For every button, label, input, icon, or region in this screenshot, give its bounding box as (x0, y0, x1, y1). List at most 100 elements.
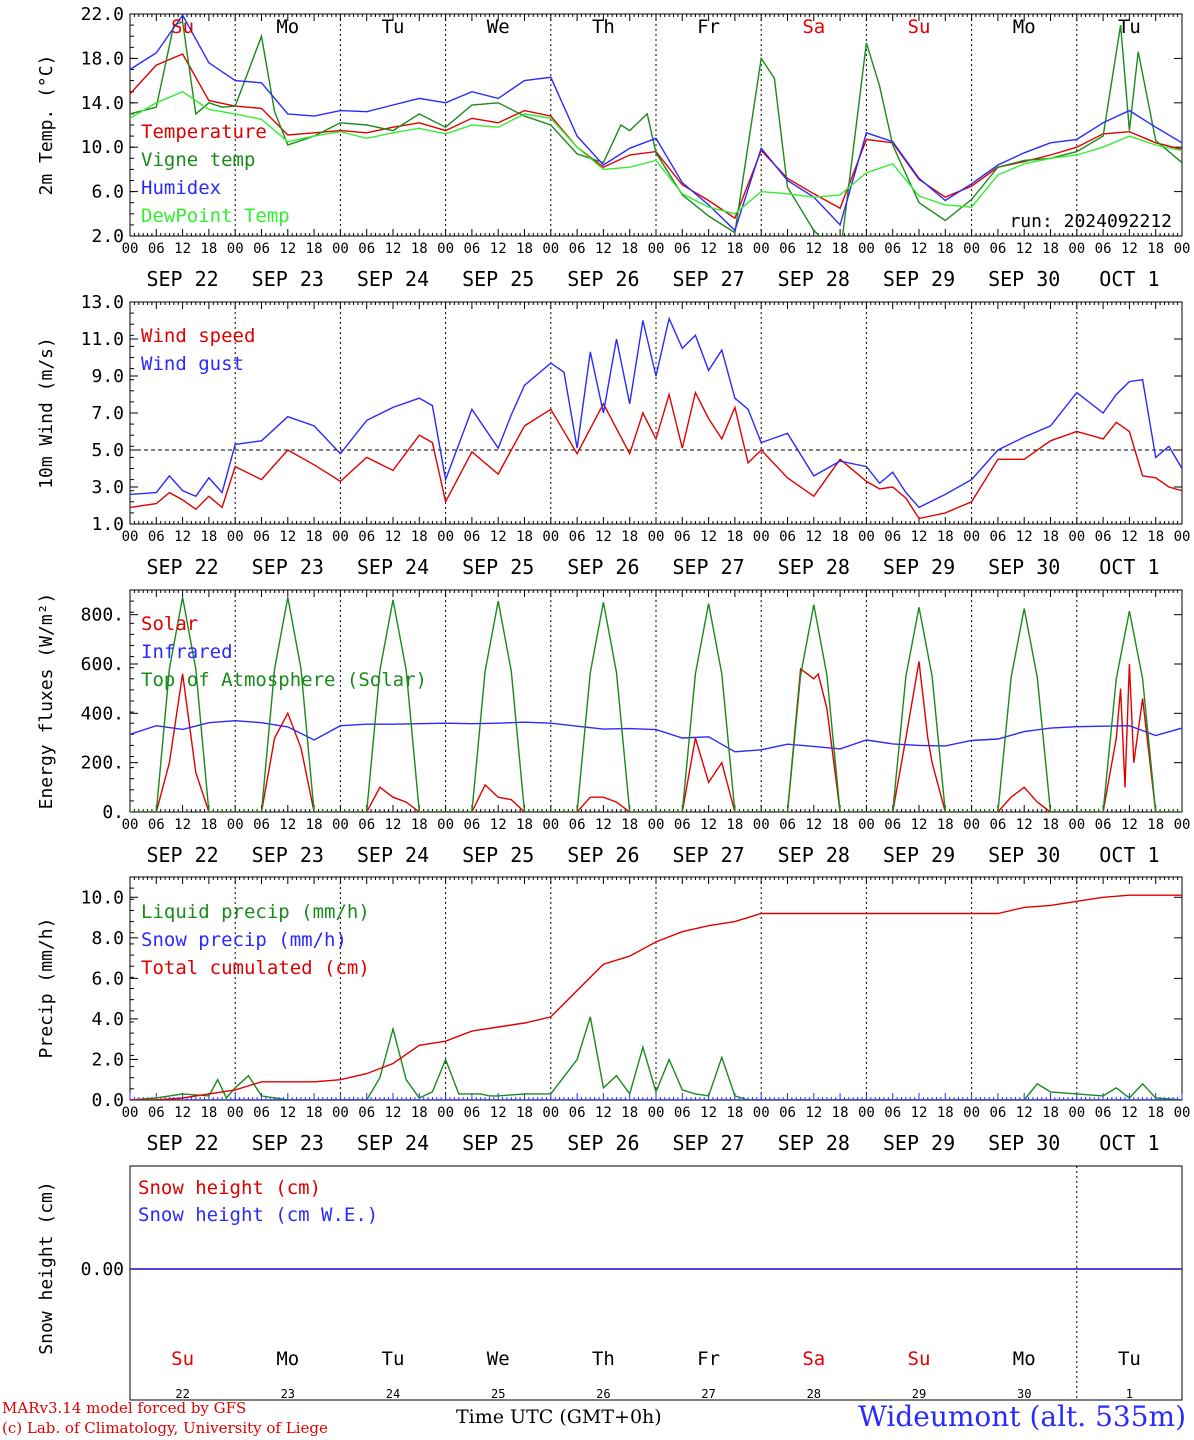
y-tick-label: 13.0 (81, 292, 124, 313)
hour-tick-label: 12 (385, 529, 402, 545)
hour-tick-label: 18 (1042, 529, 1059, 545)
time-axis-title: Time UTC (GMT+0h) (456, 1406, 662, 1428)
hour-tick-label: 18 (516, 1105, 533, 1121)
y-tick-label: 400. (81, 703, 124, 724)
hour-tick-label: 12 (805, 817, 822, 833)
hour-tick-label: 06 (463, 817, 480, 833)
hour-tick-label: 12 (805, 529, 822, 545)
hour-tick-label: 00 (542, 1105, 559, 1121)
date-label: SEP 22 (146, 555, 218, 579)
y-tick-label: 11.0 (81, 329, 124, 350)
hour-tick-label: 18 (306, 817, 323, 833)
day-of-week-label: Tu (382, 1348, 405, 1370)
series-line-liquid-precip-mm-h- (130, 1016, 1182, 1100)
date-label: SEP 29 (883, 1131, 955, 1155)
hour-tick-label: 06 (884, 529, 901, 545)
date-label: OCT 1 (1099, 1131, 1159, 1155)
hour-tick-label: 18 (306, 529, 323, 545)
legend-entry: Wind gust (141, 353, 244, 375)
hour-tick-label: 18 (726, 1105, 743, 1121)
hour-tick-label: 12 (174, 1105, 191, 1121)
y-tick-label: 6.0 (91, 182, 124, 203)
day-of-week-label: Tu (382, 16, 405, 38)
date-label: SEP 22 (146, 267, 218, 291)
hour-tick-label: 00 (1174, 529, 1191, 545)
hour-tick-label: 06 (779, 241, 796, 257)
hour-tick-label: 06 (884, 241, 901, 257)
legend-entry: Snow precip (mm/h) (141, 929, 347, 951)
series-line-dewpoint-temp (130, 90, 1182, 215)
run-annotation: run: 2024092212 (1009, 211, 1172, 232)
hour-tick-label: 06 (148, 241, 165, 257)
hour-tick-label: 18 (200, 1105, 217, 1121)
hour-tick-label: 12 (700, 817, 717, 833)
hour-tick-label: 18 (411, 241, 428, 257)
legend-entry: DewPoint Temp (141, 205, 290, 227)
hour-tick-label: 18 (516, 529, 533, 545)
hour-tick-label: 18 (937, 529, 954, 545)
hour-tick-label: 18 (200, 529, 217, 545)
hour-tick-label: 06 (253, 241, 270, 257)
date-label: SEP 28 (778, 1131, 850, 1155)
hour-tick-label: 06 (358, 1105, 375, 1121)
hour-tick-label: 12 (490, 1105, 507, 1121)
hour-tick-label: 18 (306, 1105, 323, 1121)
hour-tick-label: 12 (1016, 1105, 1033, 1121)
hour-tick-label: 06 (463, 241, 480, 257)
hour-tick-label: 06 (148, 817, 165, 833)
hour-tick-label: 12 (490, 241, 507, 257)
day-of-week-label: Su (171, 1348, 194, 1370)
hour-tick-label: 00 (332, 241, 349, 257)
y-axis-title: 10m Wind (m/s) (36, 337, 57, 489)
date-label: SEP 25 (462, 1131, 534, 1155)
hour-tick-label: 18 (1042, 1105, 1059, 1121)
hour-tick-label: 00 (963, 817, 980, 833)
y-tick-label: 0. (102, 802, 124, 823)
y-tick-label: 2.0 (91, 1049, 124, 1070)
hour-tick-label: 06 (253, 529, 270, 545)
y-tick-label: 800. (81, 605, 124, 626)
hour-tick-label: 06 (358, 241, 375, 257)
hour-tick-label: 00 (753, 529, 770, 545)
hour-tick-label: 00 (542, 241, 559, 257)
hour-tick-label: 12 (1016, 817, 1033, 833)
copyright-credit: (c) Lab. of Climatology, University of L… (2, 1419, 328, 1437)
hour-tick-label: 06 (253, 817, 270, 833)
hour-tick-label: 00 (542, 817, 559, 833)
hour-tick-label: 18 (937, 241, 954, 257)
hour-tick-label: 12 (490, 529, 507, 545)
hour-tick-label: 06 (989, 241, 1006, 257)
hour-tick-label: 00 (1174, 1105, 1191, 1121)
date-label: SEP 25 (462, 843, 534, 867)
day-of-week-label: We (487, 16, 510, 38)
day-of-week-label: Mo (276, 1348, 299, 1370)
y-tick-label: 14.0 (81, 93, 124, 114)
hour-tick-label: 06 (569, 817, 586, 833)
hour-tick-label: 06 (358, 817, 375, 833)
hour-tick-label: 18 (621, 1105, 638, 1121)
date-label: SEP 23 (252, 555, 324, 579)
date-label: SEP 26 (567, 267, 639, 291)
hour-tick-label: 18 (1042, 241, 1059, 257)
hour-tick-label: 18 (1147, 241, 1164, 257)
hour-tick-label: 18 (1147, 529, 1164, 545)
hour-tick-label: 06 (463, 529, 480, 545)
y-tick-label: 6.0 (91, 968, 124, 989)
y-axis-title: Energy fluxes (W/m²) (36, 593, 57, 810)
hour-tick-label: 06 (674, 1105, 691, 1121)
hour-tick-label: 00 (332, 817, 349, 833)
hour-tick-label: 18 (832, 241, 849, 257)
legend-entry: Humidex (141, 177, 221, 199)
hour-tick-label: 12 (385, 241, 402, 257)
panel-5: 0.00 Snow height (cm) Snow height (cm) Snow… (36, 1165, 1183, 1401)
date-label: SEP 26 (567, 1131, 639, 1155)
hour-tick-label: 00 (332, 529, 349, 545)
day-number-label: 23 (281, 1387, 295, 1401)
hour-tick-label: 18 (832, 817, 849, 833)
series-line-infrared (130, 719, 1182, 753)
hour-tick-label: 00 (437, 1105, 454, 1121)
day-of-week-label: Tu (1118, 16, 1141, 38)
date-label: SEP 22 (146, 1131, 218, 1155)
date-label: SEP 23 (252, 267, 324, 291)
